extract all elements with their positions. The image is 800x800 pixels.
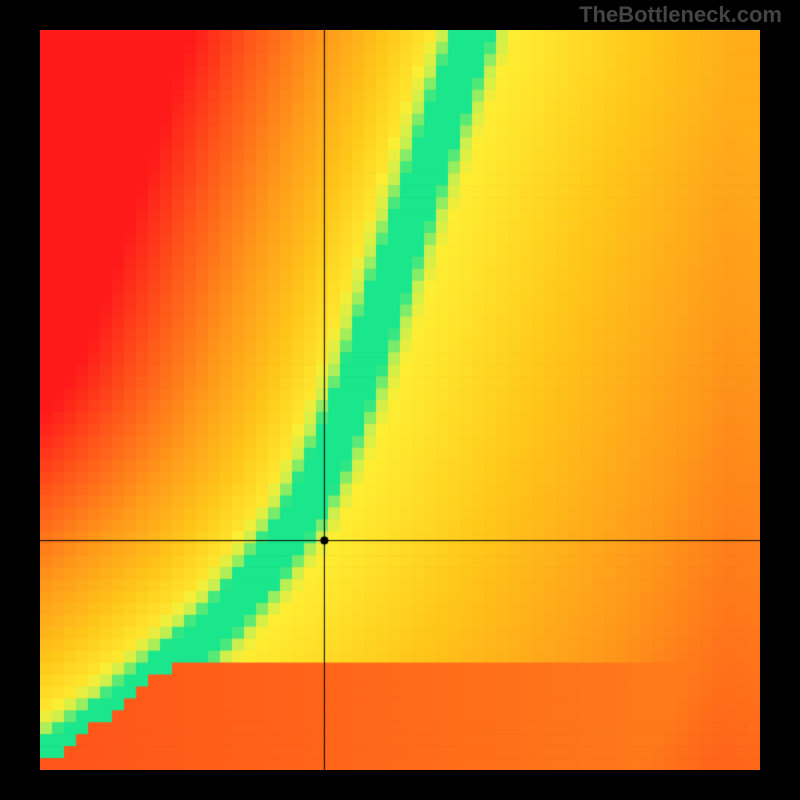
heatmap-plot bbox=[40, 30, 760, 770]
watermark-text: TheBottleneck.com bbox=[579, 2, 782, 28]
heatmap-canvas bbox=[40, 30, 760, 770]
